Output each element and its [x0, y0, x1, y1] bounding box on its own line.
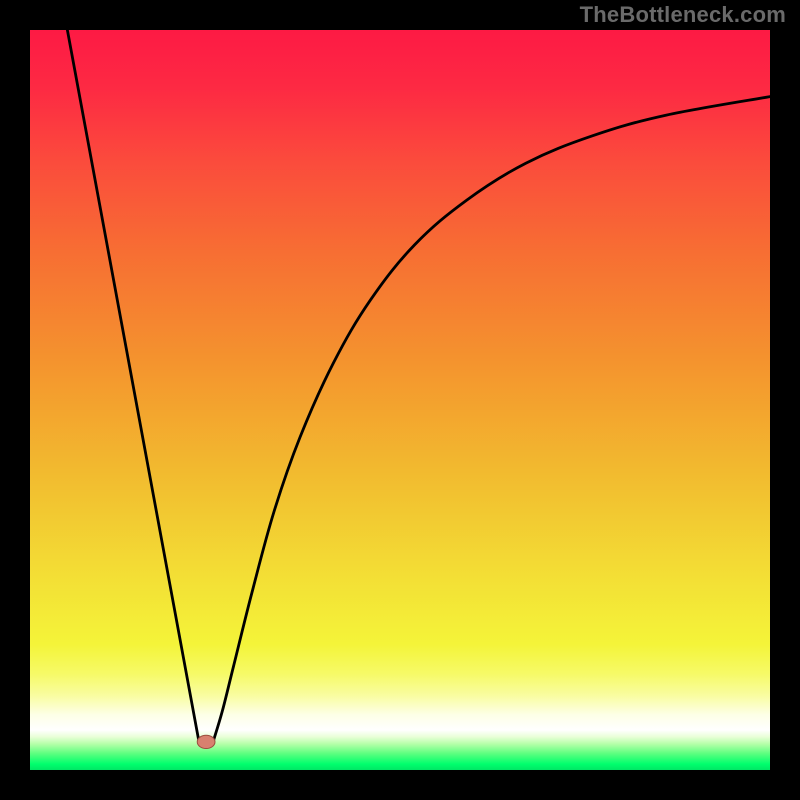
chart-svg [0, 0, 800, 800]
chart-container: TheBottleneck.com [0, 0, 800, 800]
optimal-point-marker [197, 735, 215, 748]
watermark-text: TheBottleneck.com [580, 2, 786, 28]
